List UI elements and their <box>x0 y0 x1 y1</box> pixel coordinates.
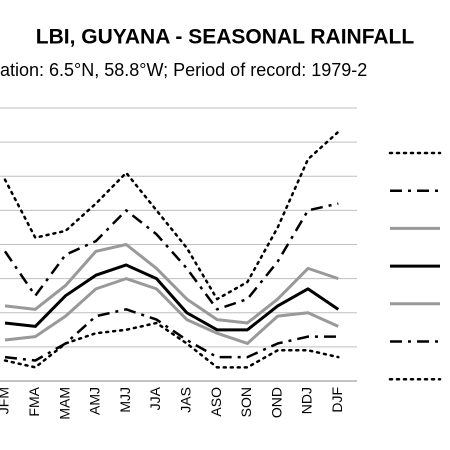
series-line <box>4 277 339 345</box>
x-tick-label: DJF <box>329 387 345 413</box>
x-tick-label: JAS <box>178 387 194 413</box>
chart-subtitle: ation: 6.5°N, 58.8°W; Period of record: … <box>0 60 367 80</box>
series-line <box>3 321 340 369</box>
chart-title: LBI, GUYANA - SEASONAL RAINFALL <box>36 26 415 49</box>
x-tick-label: SON <box>238 387 254 417</box>
series-line <box>4 243 339 325</box>
x-tick-label: AMJ <box>87 387 103 415</box>
x-tick-label: JFM <box>0 387 12 414</box>
x-tick-label: NDJ <box>299 387 315 414</box>
series-line <box>4 263 340 332</box>
x-tick-label: JJA <box>147 386 163 410</box>
x-tick-label: MJJ <box>117 387 133 413</box>
x-tick-label: ASO <box>208 387 224 417</box>
x-tick-label: FMA <box>26 386 42 416</box>
series-line <box>3 130 340 301</box>
x-tick-label: MAM <box>56 387 72 420</box>
x-tick-label: OND <box>268 387 284 418</box>
series-line <box>3 202 339 311</box>
